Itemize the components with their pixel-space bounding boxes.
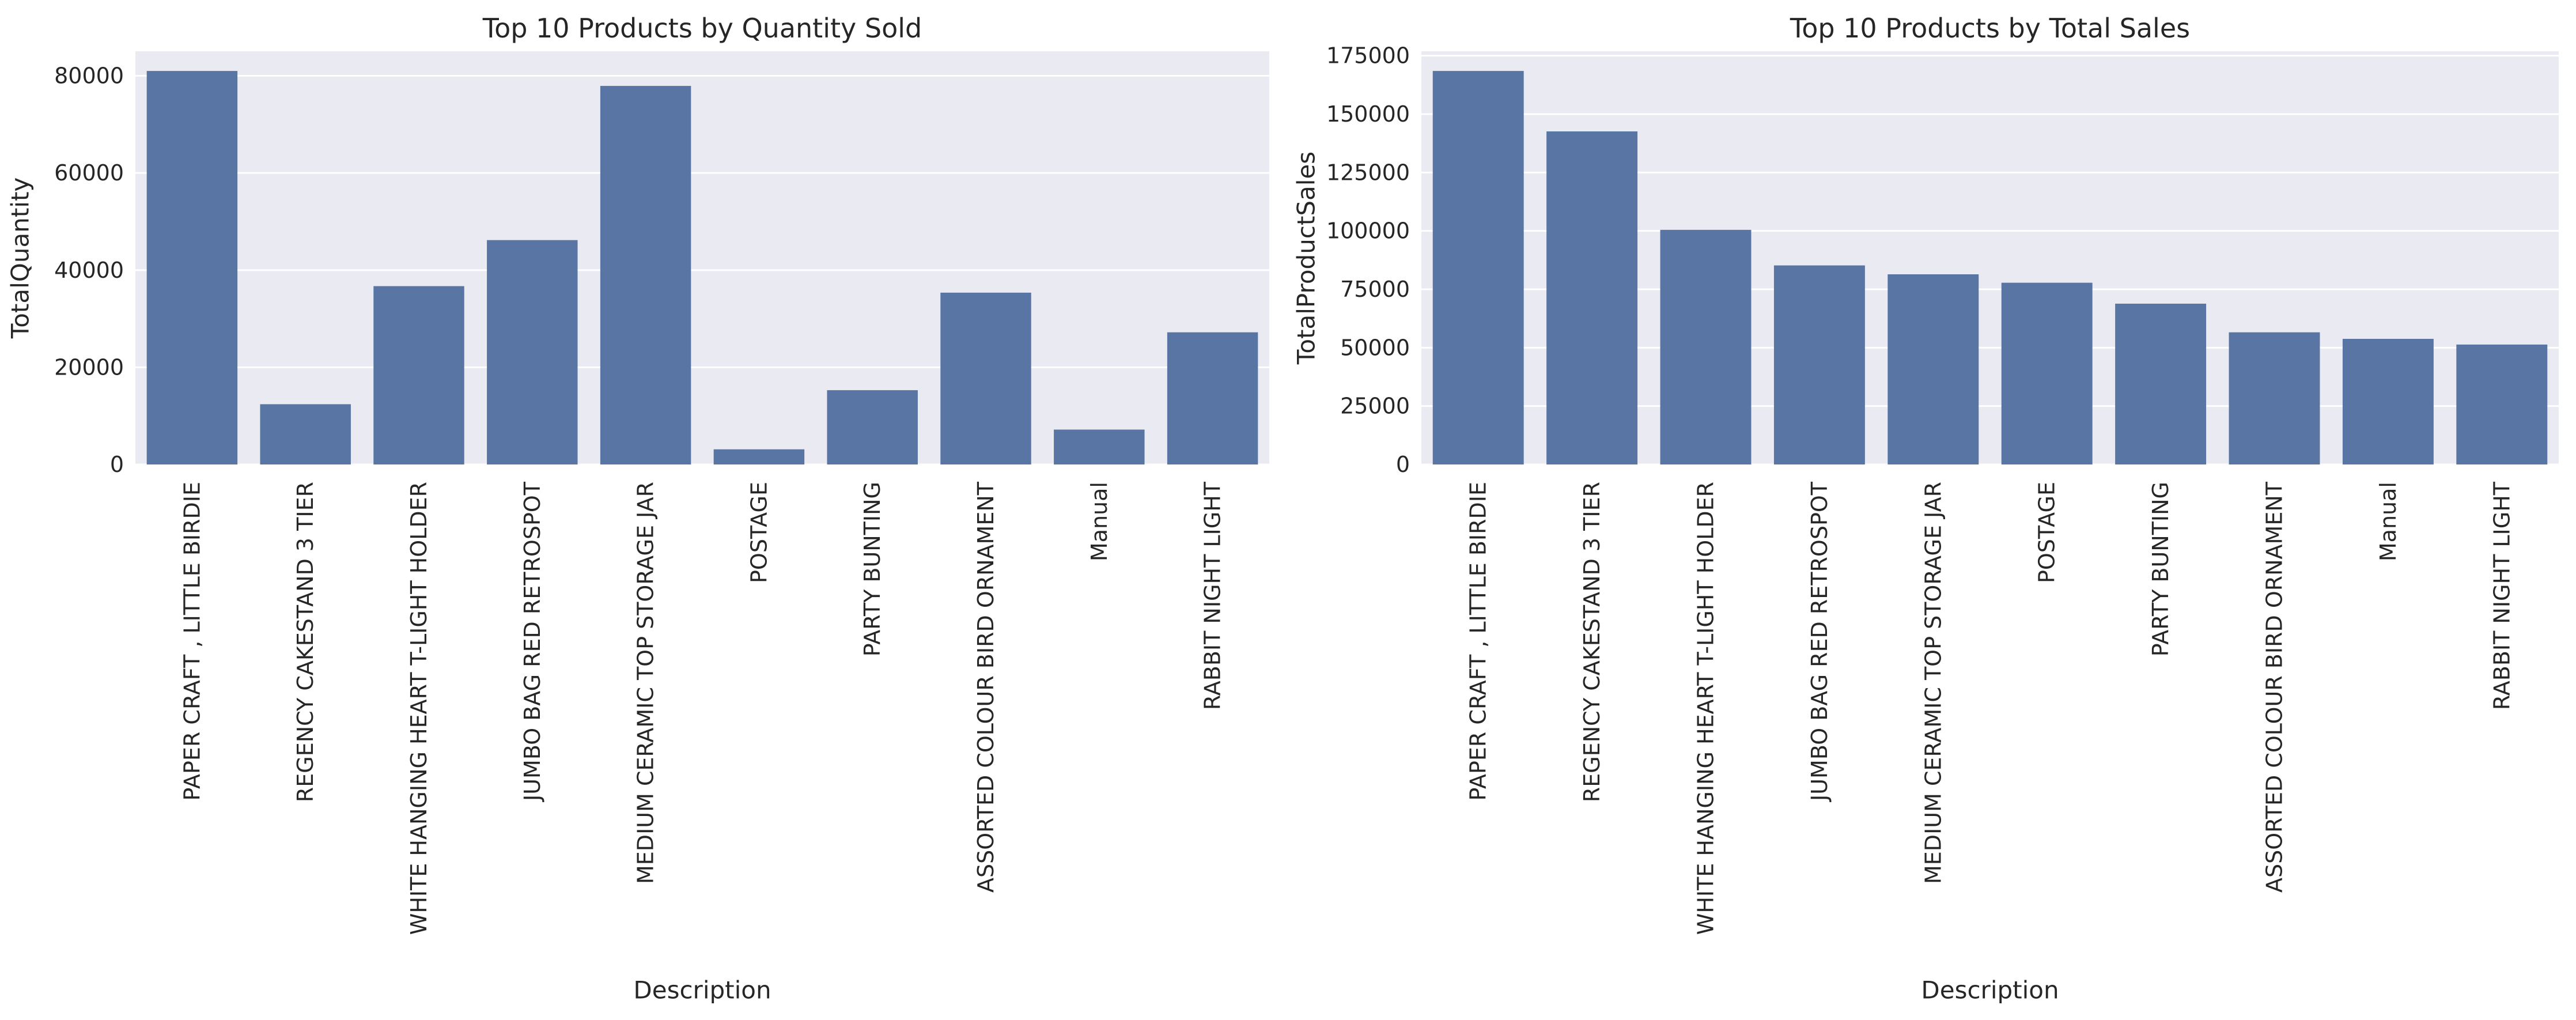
x-axis-label: Description [1921, 976, 2059, 1004]
x-tick-label: Manual [2375, 482, 2401, 561]
y-tick-label: 25000 [1340, 394, 1410, 419]
x-tick-label: REGENCY CAKESTAND 3 TIER [1579, 482, 1605, 802]
y-tick-label: 150000 [1326, 101, 1410, 127]
x-tick-label: RABBIT NIGHT LIGHT [1200, 481, 1225, 710]
y-tick-label: 0 [110, 452, 124, 477]
x-tick-label: POSTAGE [746, 482, 771, 583]
y-tick-label: 80000 [54, 63, 124, 89]
bar [713, 449, 805, 464]
x-tick-label: PAPER CRAFT , LITTLE BIRDIE [1466, 482, 1491, 800]
bar [2342, 339, 2434, 464]
x-tick-label: WHITE HANGING HEART T-LIGHT HOLDER [406, 482, 432, 935]
x-tick-label: WHITE HANGING HEART T-LIGHT HOLDER [1693, 482, 1719, 935]
x-tick-label: JUMBO BAG RED RETROSPOT [1807, 481, 1832, 802]
x-tick-label: MEDIUM CERAMIC TOP STORAGE JAR [1920, 482, 1946, 884]
bar [1546, 131, 1638, 465]
y-tick-label: 50000 [1340, 335, 1410, 360]
bar [260, 404, 351, 464]
bar [1054, 429, 1145, 464]
chart-panel-1: 0 20000 40000 60000 80000 PAPER CRAFT , LITTL… [6, 13, 1269, 1004]
bar [940, 292, 1031, 464]
x-tick-label: PAPER CRAFT , LITTLE BIRDIE [179, 482, 205, 800]
y-tick-label: 100000 [1326, 218, 1410, 244]
bar [2115, 303, 2207, 464]
x-tick-label: Manual [1087, 482, 1112, 561]
x-tick-label: JUMBO BAG RED RETROSPOT [520, 481, 545, 802]
bar [373, 286, 464, 464]
bar [827, 390, 918, 464]
y-tick-label: 40000 [54, 258, 124, 283]
x-tick-label: RABBIT NIGHT LIGHT [2489, 481, 2514, 710]
plot-area [135, 51, 1269, 464]
x-tick-label: REGENCY CAKESTAND 3 TIER [293, 482, 318, 802]
y-tick-label: 75000 [1340, 277, 1410, 302]
y-axis-label: TotalProductSales [1292, 152, 1321, 365]
bar [1660, 229, 1752, 464]
bar [600, 86, 691, 464]
y-tick-label: 125000 [1326, 160, 1410, 185]
bar [2001, 282, 2093, 464]
x-tick-label: MEDIUM CERAMIC TOP STORAGE JAR [633, 482, 659, 884]
x-tick-label: ASSORTED COLOUR BIRD ORNAMENT [973, 481, 998, 893]
bar [2229, 332, 2320, 464]
x-tick-label: ASSORTED COLOUR BIRD ORNAMENT [2262, 481, 2287, 893]
bar [146, 71, 238, 464]
y-tick-label: 20000 [54, 354, 124, 380]
x-tick-label: PARTY BUNTING [2148, 482, 2173, 656]
chart-title: Top 10 Products by Total Sales [1790, 13, 2190, 44]
bar [2456, 344, 2548, 464]
y-axis-label: TotalQuantity [6, 177, 35, 339]
y-tick-label: 60000 [54, 160, 124, 186]
x-tick-label: PARTY BUNTING [860, 482, 885, 656]
x-axis-label: Description [633, 976, 771, 1004]
y-tick-label: 175000 [1326, 43, 1410, 69]
chart-panel-2: 0 25000 50000 75000 100000 125000 150000 175000… [1292, 13, 2559, 1004]
x-tick-label: POSTAGE [2034, 482, 2060, 583]
bar [1773, 265, 1865, 464]
bar [487, 240, 578, 464]
bar [1167, 332, 1258, 464]
y-tick-label: 0 [1396, 452, 1410, 477]
bar [1432, 71, 1524, 464]
bar [1887, 274, 1979, 464]
chart-title: Top 10 Products by Quantity Sold [482, 13, 922, 44]
